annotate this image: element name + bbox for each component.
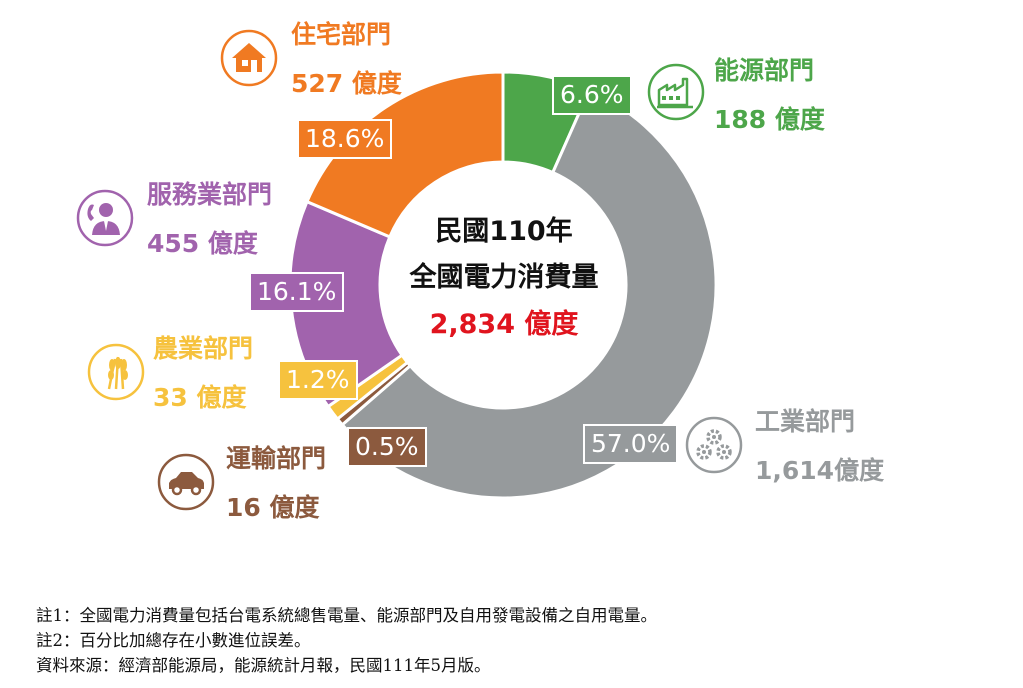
note-1: 註1：全國電力消費量包括台電系統總售電量、能源部門及自用發電設備之自用電量。 <box>36 606 657 625</box>
footnotes: 註1：全國電力消費量包括台電系統總售電量、能源部門及自用發電設備之自用電量。 註… <box>36 603 657 678</box>
percent-label-service: 16.1% <box>249 272 345 312</box>
slice-value-service: 455 億度 <box>147 229 258 258</box>
source-note: 資料來源：經濟部能源局，能源統計月報，民國111年5月版。 <box>36 656 491 675</box>
slice-value-energy: 188 億度 <box>714 105 825 134</box>
wheat-icon <box>87 343 145 401</box>
business-person-icon <box>76 189 134 247</box>
house-icon <box>220 29 278 87</box>
percent-label-agriculture: 1.2% <box>278 360 358 400</box>
slice-name-energy: 能源部門 <box>714 56 815 85</box>
note-2: 註2：百分比加總存在小數進位誤差。 <box>36 631 311 650</box>
slice-value-transport: 16 億度 <box>226 493 320 522</box>
slice-industry <box>340 88 718 500</box>
chart-subtitle: 全國電力消費量 <box>409 262 599 293</box>
slice-value-residential: 527 億度 <box>291 69 402 98</box>
slice-value-industry: 1,614億度 <box>755 456 885 485</box>
percent-label-energy: 6.6% <box>552 75 632 115</box>
slice-name-transport: 運輸部門 <box>226 444 327 473</box>
percent-label-industry: 57.0% <box>583 424 679 464</box>
percent-label-residential: 18.6% <box>297 119 393 159</box>
percent-label-transport: 0.5% <box>347 427 427 467</box>
chart-title: 民國110年 <box>435 216 573 247</box>
slice-name-service: 服務業部門 <box>147 180 273 209</box>
slice-name-residential: 住宅部門 <box>291 20 392 49</box>
slice-name-industry: 工業部門 <box>755 407 856 436</box>
car-icon <box>157 453 215 511</box>
gears-icon <box>685 416 743 474</box>
factory-icon <box>647 63 705 121</box>
slice-value-agriculture: 33 億度 <box>153 383 247 412</box>
chart-total: 2,834 億度 <box>429 309 579 340</box>
slice-name-agriculture: 農業部門 <box>153 334 254 363</box>
